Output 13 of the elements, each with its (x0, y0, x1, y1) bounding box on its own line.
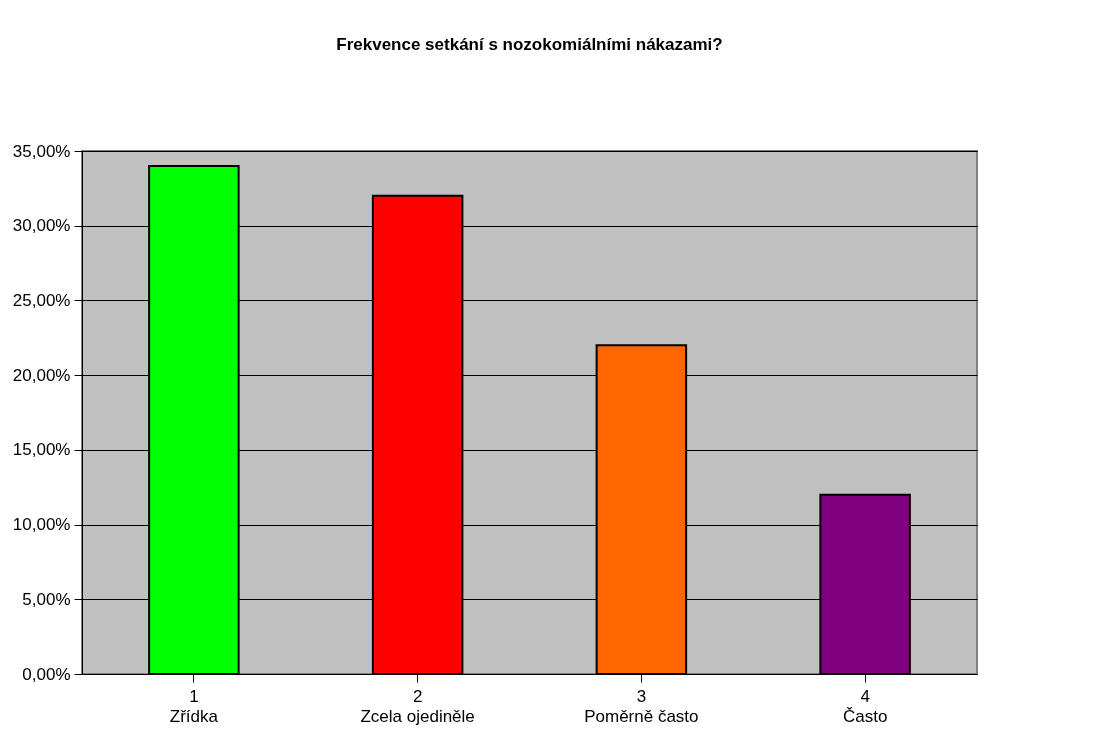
y-tick-label: 30,00% (12, 216, 71, 236)
x-tick-label: 4 Často (842, 686, 888, 726)
x-tick-label: 1 Zřídka (169, 686, 219, 726)
y-tick-label: 5,00% (22, 589, 71, 609)
chart-title: Frekvence setkání s nozokomiálními nákazami? (336, 35, 723, 54)
y-tick-label: 0,00% (22, 664, 71, 684)
y-tick-label: 20,00% (12, 365, 71, 385)
y-tick-label: 15,00% (12, 440, 71, 460)
x-tick-label: 2 Zcela ojediněle (360, 686, 475, 726)
y-tick-label: 10,00% (12, 515, 71, 535)
y-tick-label: 25,00% (12, 290, 71, 310)
x-tick-label: 3 Poměrně často (584, 686, 699, 726)
y-tick-label: 35,00% (12, 141, 71, 161)
